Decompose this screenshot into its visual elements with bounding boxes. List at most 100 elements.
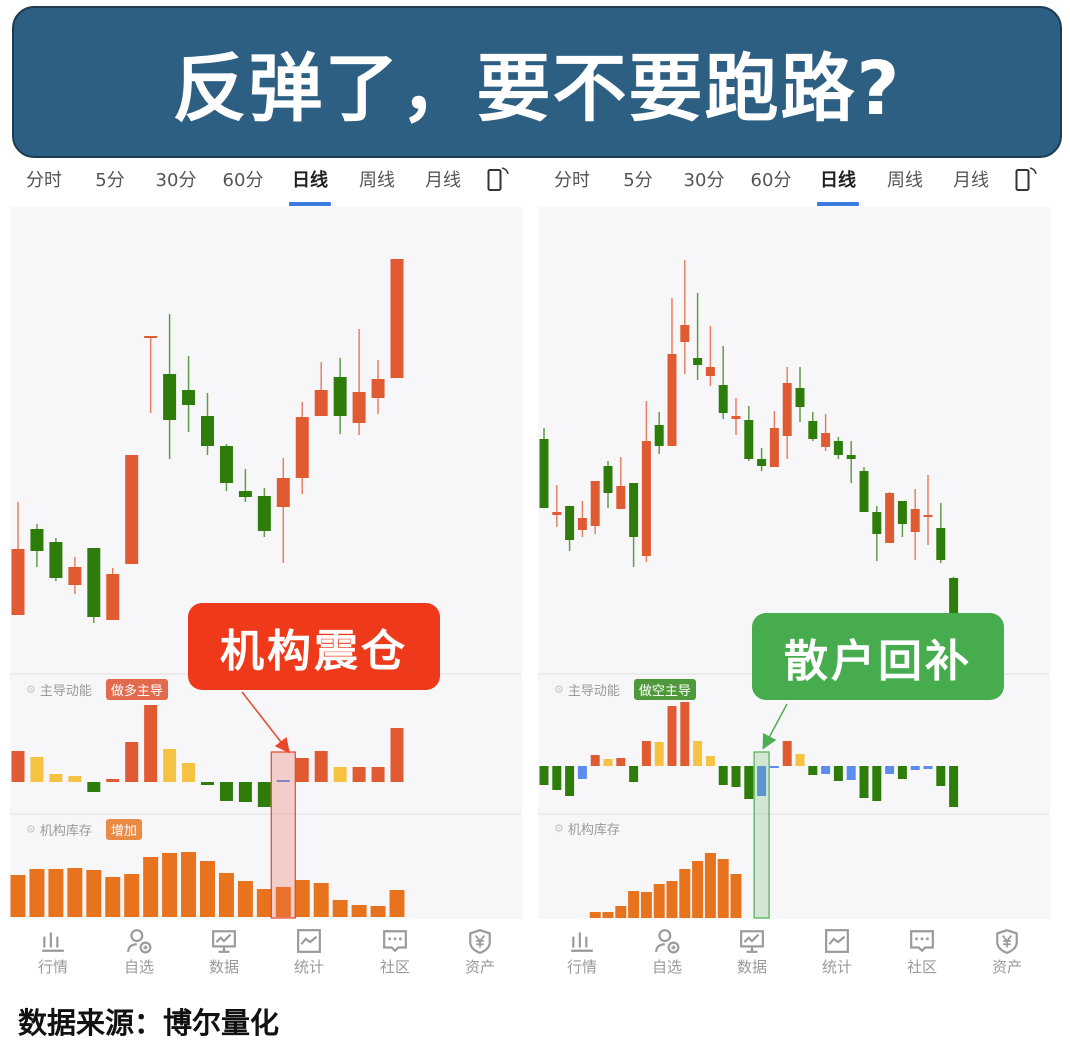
- kline-chart: [539, 260, 959, 919]
- tab-1[interactable]: 5分: [95, 170, 125, 191]
- candle-body: [163, 374, 177, 420]
- nav-item-4[interactable]: 社区: [365, 928, 425, 977]
- momentum-bar: [590, 755, 600, 766]
- candle: [718, 346, 728, 419]
- rotate-screen-icon[interactable]: [1015, 166, 1037, 191]
- inventory-bar: [389, 890, 405, 917]
- nav-item-0[interactable]: 行情: [552, 928, 612, 977]
- candle-body: [718, 385, 728, 413]
- candle-body: [238, 491, 252, 497]
- candle-body: [616, 486, 626, 509]
- inventory-bar: [143, 857, 159, 917]
- momentum-bar: [629, 766, 639, 782]
- momentum-bar: [577, 766, 587, 779]
- candle-body: [125, 455, 139, 564]
- tab-6[interactable]: 月线: [953, 170, 989, 191]
- inventory-bar: [351, 905, 367, 917]
- inventory-bar: [730, 874, 742, 918]
- inventory-bar: [29, 869, 45, 917]
- candle: [352, 329, 366, 435]
- candle: [314, 362, 328, 416]
- candle-body: [744, 420, 754, 459]
- momentum-bar: [49, 774, 63, 782]
- inventory-header: ⚙ 机构库存 增加: [26, 819, 142, 840]
- inventory-bar: [10, 875, 26, 917]
- candle: [654, 412, 664, 454]
- candle-body: [106, 574, 120, 620]
- candle: [577, 501, 587, 537]
- nav-item-1[interactable]: 自选: [109, 928, 169, 977]
- bar-chart-icon: [42, 932, 64, 952]
- gear-icon[interactable]: ⚙: [554, 822, 564, 835]
- nav-label: 数据: [208, 958, 239, 976]
- momentum-bar: [144, 705, 158, 782]
- momentum-header: ⚙ 主导动能 做多主导: [26, 679, 168, 700]
- nav-item-2[interactable]: 数据: [722, 928, 782, 977]
- kline-panel[interactable]: ⚙ 主导动能 做多主导 ⚙ 机构库存 增加: [10, 207, 522, 919]
- period-tabs: 分时 5分 30分 60分 日线 周线 月线: [525, 162, 1050, 206]
- momentum-bar: [769, 766, 779, 768]
- candle: [565, 506, 575, 551]
- candle-body: [897, 501, 907, 524]
- candle-body: [846, 455, 856, 459]
- nav-item-5[interactable]: 资产: [450, 928, 510, 977]
- gear-icon[interactable]: ⚙: [554, 683, 564, 696]
- candle: [757, 448, 767, 471]
- momentum-bar: [731, 766, 741, 787]
- kline-panel[interactable]: ⚙ 主导动能 做空主导 ⚙ 机构库存: [538, 207, 1050, 919]
- tab-3[interactable]: 60分: [222, 170, 264, 191]
- tab-1[interactable]: 5分: [623, 170, 653, 191]
- inventory-bar: [237, 881, 253, 917]
- candle: [163, 314, 177, 459]
- inventory-bar: [332, 900, 348, 917]
- nav-item-4[interactable]: 社区: [892, 928, 952, 977]
- tab-4[interactable]: 日线: [292, 170, 328, 191]
- tab-2[interactable]: 30分: [155, 170, 197, 191]
- tab-4[interactable]: 日线: [820, 170, 856, 191]
- rotate-screen-icon[interactable]: [487, 166, 509, 191]
- monitor-chart-icon: [212, 930, 236, 953]
- tab-2[interactable]: 30分: [683, 170, 725, 191]
- tab-3[interactable]: 60分: [750, 170, 792, 191]
- tab-5[interactable]: 周线: [887, 170, 923, 191]
- candle: [201, 393, 214, 455]
- inventory-bar: [294, 880, 310, 917]
- candle: [680, 260, 690, 374]
- monitor-chart-icon: [740, 930, 764, 953]
- nav-item-0[interactable]: 行情: [23, 928, 83, 977]
- momentum-bar: [910, 766, 920, 770]
- gear-icon[interactable]: ⚙: [26, 823, 36, 836]
- momentum-bar: [693, 741, 703, 766]
- divider: [538, 813, 1050, 815]
- candle: [333, 358, 347, 434]
- momentum-bar: [11, 751, 25, 782]
- nav-item-2[interactable]: 数据: [194, 928, 254, 977]
- inventory-bar: [275, 887, 291, 917]
- nav-item-5[interactable]: 资产: [977, 928, 1037, 977]
- tab-6[interactable]: 月线: [425, 170, 461, 191]
- tab-0[interactable]: 分时: [554, 170, 590, 191]
- candle-body: [201, 416, 214, 446]
- momentum-bar: [219, 782, 233, 801]
- momentum-bar: [163, 749, 177, 782]
- candle-body: [552, 512, 562, 515]
- candle-body: [144, 336, 158, 338]
- nav-item-3[interactable]: 统计: [807, 928, 867, 977]
- gear-icon[interactable]: ⚙: [26, 683, 36, 696]
- candle: [144, 336, 158, 413]
- nav-item-3[interactable]: 统计: [279, 928, 339, 977]
- candle-body: [314, 390, 328, 416]
- candle: [616, 457, 626, 509]
- candle: [219, 444, 233, 491]
- candle: [885, 492, 895, 543]
- momentum-badge: 做空主导: [633, 679, 696, 700]
- nav-label: 资产: [464, 958, 495, 976]
- tab-0[interactable]: 分时: [26, 170, 62, 191]
- inventory-bar: [162, 853, 178, 917]
- momentum-bar: [821, 766, 831, 774]
- momentum-bar: [859, 766, 869, 798]
- nav-item-1[interactable]: 自选: [637, 928, 697, 977]
- tab-5[interactable]: 周线: [359, 170, 395, 191]
- candle: [833, 437, 843, 459]
- inventory-bar: [218, 873, 234, 917]
